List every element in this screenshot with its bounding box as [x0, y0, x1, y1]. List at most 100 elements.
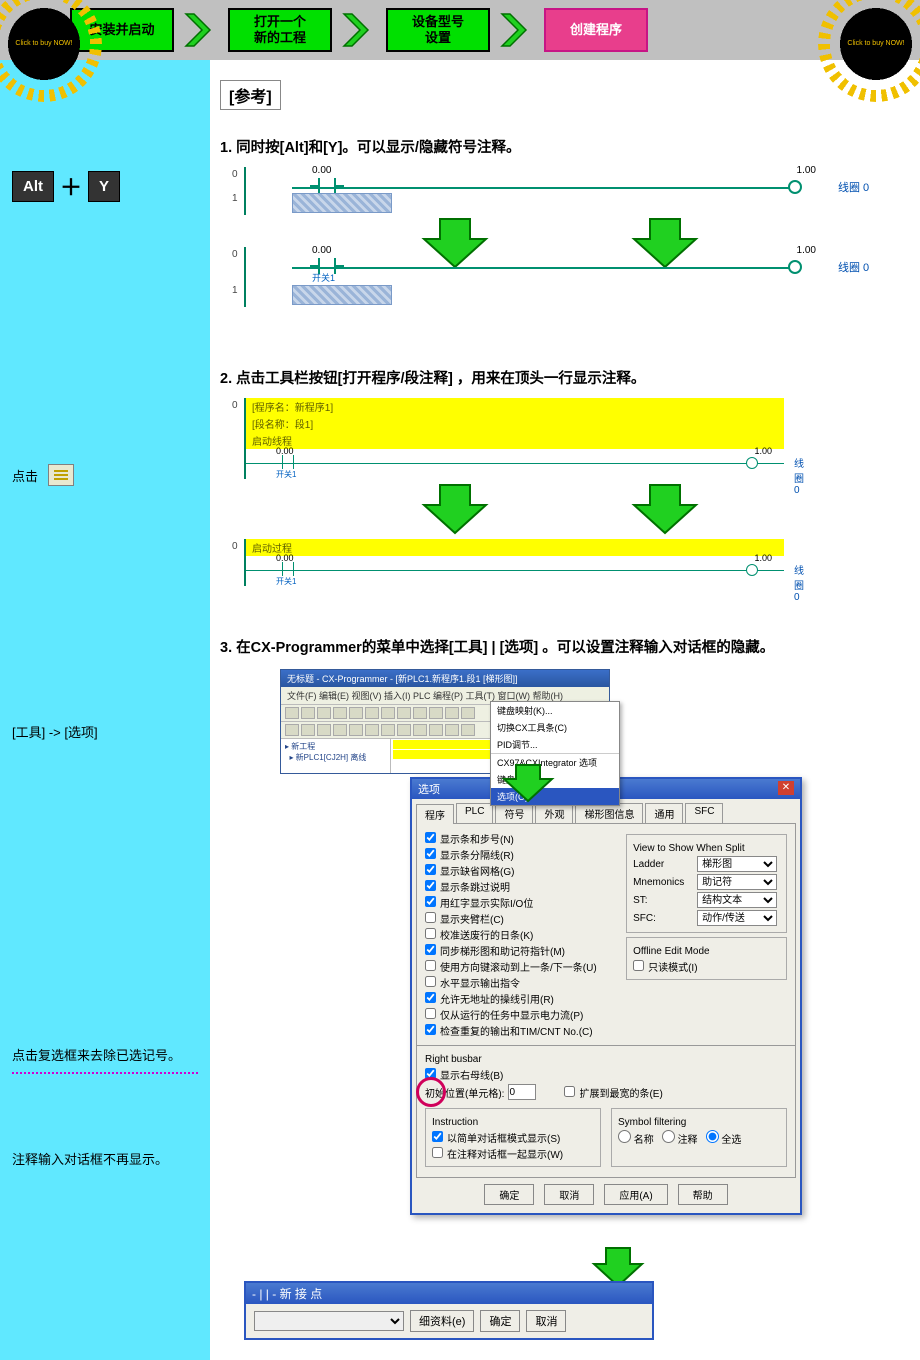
- expand-check[interactable]: 扩展到最宽的条(E): [564, 1085, 662, 1100]
- nav-step-device[interactable]: 设备型号 设置: [386, 8, 490, 52]
- comment-line: [程序名：新程序1]: [246, 398, 784, 415]
- menu-item[interactable]: 键盘映射(K)...: [491, 702, 619, 719]
- comment-line: 启动过程: [246, 539, 784, 556]
- ladder2-top: 0 [程序名：新程序1] [段名称：段1] 启动线程 0.00 开关1 1.00…: [244, 398, 900, 479]
- uncheck-note: 点击复选框来去除已选记号。: [12, 1046, 198, 1066]
- offline-readonly-check[interactable]: 只读模式(I): [633, 959, 780, 974]
- detail-button[interactable]: 细资料(e): [410, 1310, 474, 1332]
- init-pos-input[interactable]: [508, 1084, 536, 1100]
- coil-comment: 线圈 0: [838, 179, 898, 195]
- option-check-11[interactable]: 仅从运行的任务中显示电力流(P): [425, 1007, 618, 1022]
- split-view-select-2[interactable]: 结构文本: [697, 892, 777, 908]
- down-arrows-2: [420, 483, 900, 535]
- coil-icon: [788, 260, 802, 274]
- symfilt-radios[interactable]: 名称 注释 全选: [618, 1130, 780, 1146]
- split-view-row-3: SFC:动作/传送: [633, 910, 780, 926]
- contact-icon: [318, 178, 336, 194]
- tab-sfc[interactable]: SFC: [685, 803, 723, 823]
- contact-name: 开关1: [276, 469, 296, 480]
- new-contact-title: - | | - 新 接 点: [246, 1283, 652, 1304]
- option-check-0[interactable]: 显示条和步号(N): [425, 831, 618, 846]
- contact-addr: 0.00: [312, 165, 331, 176]
- step-2-title: 2. 点击工具栏按钮[打开程序/段注释] ，用来在顶头一行显示注释。: [220, 367, 900, 388]
- contact-name: 开关1: [276, 576, 296, 587]
- menu-item[interactable]: 切换CX工具条(C): [491, 719, 619, 736]
- cancel-button[interactable]: 取消: [544, 1184, 594, 1205]
- rightbus-title: Right busbar: [425, 1054, 787, 1065]
- highlight-circle-icon: [416, 1077, 446, 1107]
- help-button[interactable]: 帮助: [678, 1184, 728, 1205]
- option-check-6[interactable]: 校准送废行的日条(K): [425, 927, 618, 942]
- menu-item[interactable]: PID调节...: [491, 736, 619, 753]
- sidebar: Alt ＋ Y 点击 [工具] -> [选项] 点击复选框来去除已选记号。 注释…: [0, 60, 210, 1360]
- contact-addr: 0.00: [276, 553, 294, 563]
- split-view-select-0[interactable]: 梯形图: [697, 856, 777, 872]
- menu-path-hint: [工具] -> [选项]: [12, 722, 198, 741]
- reference-title: [参考]: [220, 80, 281, 110]
- project-tree[interactable]: ▸ 新工程 ▸ 新PLC1[CJ2H] 离线: [281, 739, 391, 773]
- option-check-10[interactable]: 允许无地址的操线引用(R): [425, 991, 618, 1006]
- options-buttons: 确定 取消 应用(A) 帮助: [412, 1178, 800, 1213]
- options-left-column: 显示条和步号(N)显示条分隔线(R)显示缺省网格(G)显示条跳过说明用红字显示实…: [425, 830, 618, 1039]
- split-view-select-3[interactable]: 动作/传送: [697, 910, 777, 926]
- step-3-title: 3. 在CX-Programmer的菜单中选择[工具] | [选项] 。可以设置…: [220, 636, 900, 657]
- option-check-12[interactable]: 检查重复的输出和TIM/CNT No.(C): [425, 1023, 618, 1038]
- contact-addr: 0.00: [312, 245, 331, 256]
- nav-step-open[interactable]: 打开一个 新的工程: [228, 8, 332, 52]
- hidden-note: 注释输入对话框不再显示。: [12, 1150, 198, 1170]
- option-check-1[interactable]: 显示条分隔线(R): [425, 847, 618, 862]
- options-right-column: View to Show When Split Ladder梯形图 Mnemoni…: [626, 830, 787, 1039]
- option-check-3[interactable]: 显示条跳过说明: [425, 879, 618, 894]
- option-check-5[interactable]: 显示夹臂栏(C): [425, 911, 618, 926]
- cancel-button[interactable]: 取消: [526, 1310, 566, 1332]
- rung-number: 1: [232, 193, 238, 204]
- tab-general[interactable]: 通用: [645, 803, 683, 823]
- ladder1-bottom: 0 1 0.00 开关1 1.00 线圈 0: [244, 247, 900, 307]
- contact-icon: [282, 562, 294, 576]
- app-titlebar: 无标题 - CX-Programmer - [新PLC1.新程序1.段1 [梯形…: [281, 670, 609, 687]
- option-check-8[interactable]: 使用方向键滚动到上一条/下一条(U): [425, 959, 618, 974]
- coil-comment: 线圈 0: [794, 455, 804, 496]
- coil-addr: 1.00: [797, 165, 816, 176]
- tab-program[interactable]: 程序: [416, 804, 454, 824]
- nav-bar: Click to buy NOW! 安装并启动 打开一个 新的工程 设备型号 设…: [0, 0, 920, 60]
- rung-number: 0: [232, 400, 238, 411]
- option-check-2[interactable]: 显示缺省网格(G): [425, 863, 618, 878]
- options-title: 选项: [418, 781, 440, 797]
- tab-ladder[interactable]: 梯形图信息: [575, 803, 643, 823]
- option-check-7[interactable]: 同步梯形图和助记符指针(M): [425, 943, 618, 958]
- toolbar-comment-button[interactable]: [48, 464, 74, 486]
- contact-name: 开关1: [312, 271, 335, 284]
- ok-button[interactable]: 确定: [484, 1184, 534, 1205]
- comment-line: [段名称：段1]: [246, 415, 784, 432]
- contact-icon: [282, 455, 294, 469]
- screenshot-3: 无标题 - CX-Programmer - [新PLC1.新程序1.段1 [梯形…: [280, 669, 800, 1264]
- close-icon[interactable]: ✕: [778, 781, 794, 795]
- rightbus-check[interactable]: 显示右母线(B): [425, 1067, 787, 1082]
- contact-addr: 0.00: [276, 446, 294, 456]
- rung-number: 1: [232, 285, 238, 296]
- nav-step-create[interactable]: 创建程序: [544, 8, 648, 52]
- inst-simple-check[interactable]: 以简单对话框模式显示(S): [432, 1130, 594, 1145]
- split-view-row-1: Mnemonics助记符: [633, 874, 780, 890]
- rung-number: 0: [232, 169, 238, 180]
- new-contact-select[interactable]: [254, 1311, 404, 1331]
- tab-plc[interactable]: PLC: [456, 803, 493, 823]
- main-layout: Alt ＋ Y 点击 [工具] -> [选项] 点击复选框来去除已选记号。 注释…: [0, 60, 920, 1360]
- coil-comment: 线圈 0: [838, 259, 898, 275]
- view-split-title: View to Show When Split: [633, 843, 780, 854]
- option-check-9[interactable]: 水平显示输出指令: [425, 975, 618, 990]
- options-dialog: 选项 ✕ 程序 PLC 符号 外观 梯形图信息 通用 SFC 显示条和步号(N)…: [410, 777, 802, 1215]
- option-check-4[interactable]: 用红字显示实际I/O位: [425, 895, 618, 910]
- inst-comment-check[interactable]: 在注释对话框一起显示(W): [432, 1146, 594, 1161]
- split-view-row-0: Ladder梯形图: [633, 856, 780, 872]
- ladder1-top: 0 1 0.00 1.00 线圈 0: [244, 167, 900, 215]
- split-view-row-2: ST:结构文本: [633, 892, 780, 908]
- seal-text: Click to buy NOW!: [15, 40, 72, 48]
- content: [参考] 1. 同时按[Alt]和[Y]。可以显示/隐藏符号注释。 0 1 0.…: [210, 60, 920, 1360]
- split-view-select-1[interactable]: 助记符: [697, 874, 777, 890]
- ok-button[interactable]: 确定: [480, 1310, 520, 1332]
- ladder2-bottom: 0 启动过程 0.00 开关1 1.00 线圈 0: [244, 539, 900, 586]
- apply-button[interactable]: 应用(A): [604, 1184, 667, 1205]
- keycombo-alt-y: Alt ＋ Y: [12, 170, 198, 202]
